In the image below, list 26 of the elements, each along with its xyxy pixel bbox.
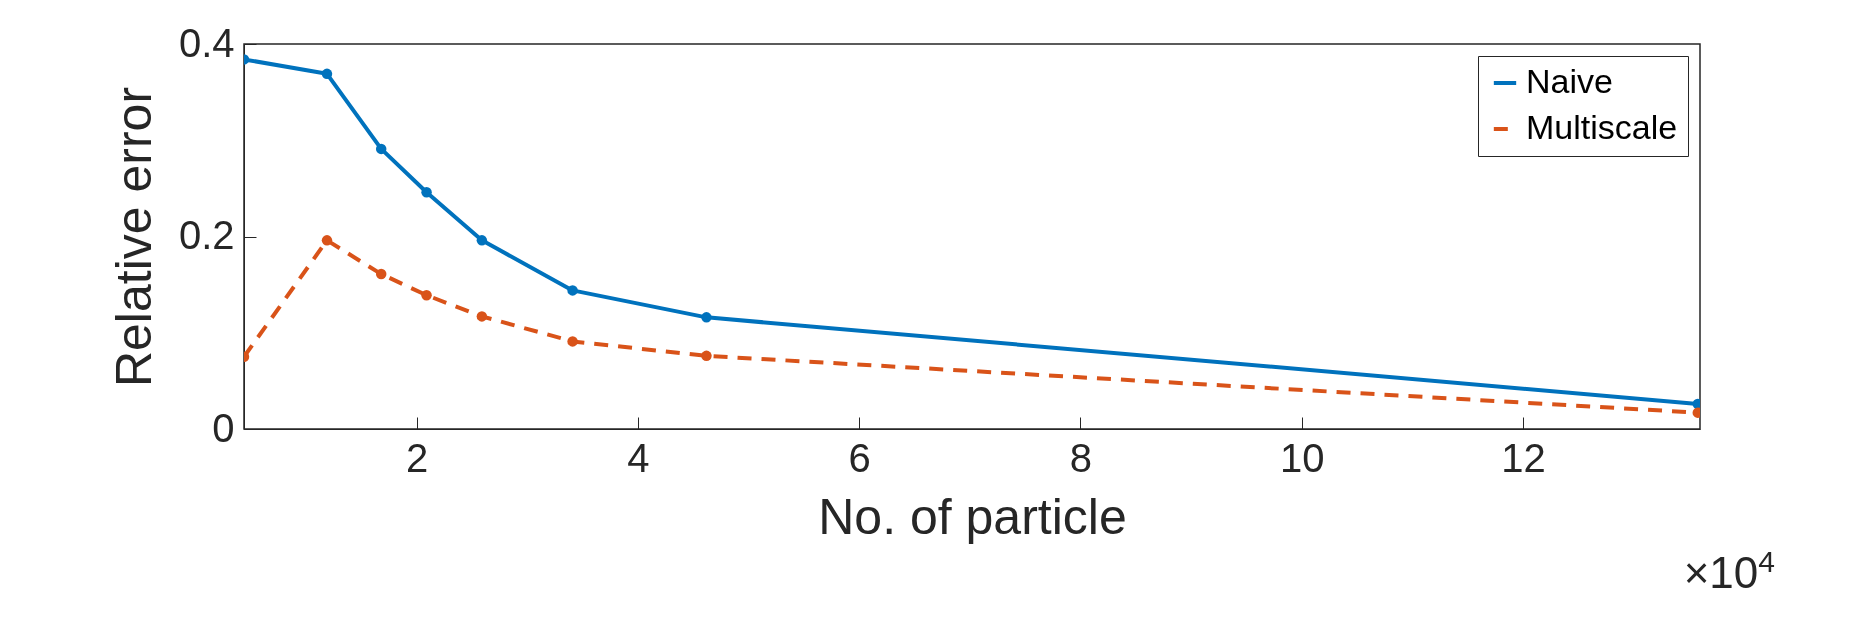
- point: [321, 235, 333, 246]
- y-tick-label: 0.2: [178, 213, 235, 257]
- point: [476, 235, 488, 246]
- legend-label: Multiscale: [1526, 108, 1678, 146]
- point: [567, 285, 578, 296]
- y-tick-label: 0: [212, 405, 235, 450]
- point: [567, 336, 578, 347]
- point: [421, 186, 432, 198]
- point: [701, 350, 712, 362]
- point: [701, 312, 712, 323]
- point: [375, 143, 387, 155]
- x-tick-label: 6: [848, 435, 871, 480]
- x-tick-label: 10: [1279, 435, 1325, 480]
- point: [321, 68, 333, 80]
- x-tick-label: 8: [1069, 435, 1093, 480]
- y-tick-label: 0.4: [178, 20, 235, 65]
- x-tick-label: 12: [1501, 435, 1546, 480]
- legend-label: Naive: [1526, 62, 1613, 100]
- x-tick-label: 2: [405, 435, 429, 480]
- point: [421, 289, 432, 301]
- x-tick-label: 4: [627, 435, 650, 480]
- y-axis-title: Relative error: [105, 86, 162, 388]
- text: ×10$^{4}$: [1683, 545, 1775, 598]
- point: [476, 311, 488, 322]
- point: [375, 268, 387, 280]
- x-axis-title: No. of particle: [818, 488, 1127, 545]
